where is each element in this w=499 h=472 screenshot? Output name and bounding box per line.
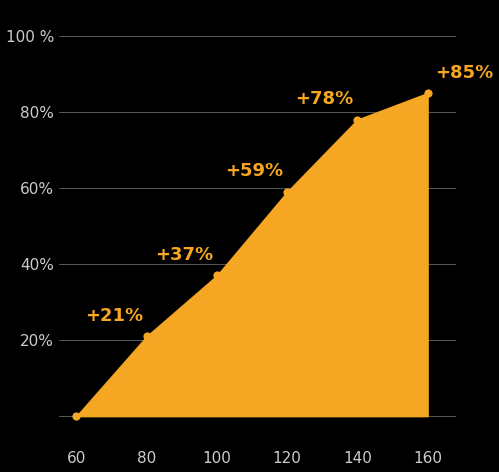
Point — [143, 333, 151, 340]
Point — [353, 116, 361, 123]
Text: +85%: +85% — [435, 64, 493, 82]
Point — [72, 413, 80, 420]
Text: +21%: +21% — [85, 307, 143, 325]
Text: +59%: +59% — [226, 162, 283, 180]
Point — [213, 272, 221, 279]
Point — [283, 188, 291, 195]
Text: +78%: +78% — [295, 90, 354, 108]
Text: +37%: +37% — [155, 246, 214, 264]
Point — [424, 89, 432, 97]
